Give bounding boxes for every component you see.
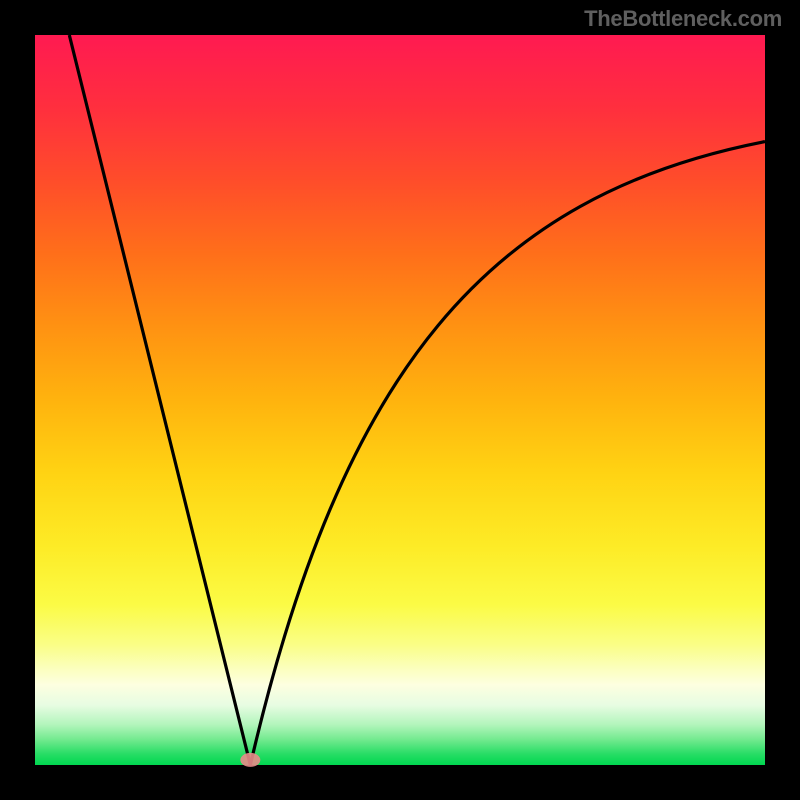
plot-background	[35, 35, 765, 765]
watermark-text: TheBottleneck.com	[584, 6, 782, 32]
valley-marker	[240, 753, 260, 767]
chart-container: TheBottleneck.com	[0, 0, 800, 800]
bottleneck-chart	[0, 0, 800, 800]
